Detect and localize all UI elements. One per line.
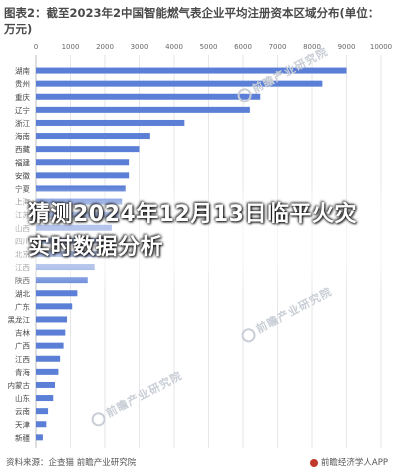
x-tick-label: 7000 <box>269 43 287 51</box>
x-tick-label: 1000 <box>62 43 80 51</box>
y-category-label: 贵州 <box>15 79 30 89</box>
brand-logo-icon <box>309 458 318 467</box>
y-category-label: 海南 <box>15 131 30 141</box>
overlay-headline: 猜测2024年12月13日临平火灾实时数据分析 <box>28 202 357 260</box>
y-category-label: 天津 <box>15 420 30 429</box>
bar <box>36 329 66 336</box>
bar <box>36 421 47 428</box>
x-tick-label: 9000 <box>338 43 356 51</box>
bar <box>36 381 55 388</box>
bar <box>36 67 347 74</box>
overlay-band <box>0 186 400 288</box>
x-tick-label: 3000 <box>131 43 149 51</box>
x-tick-label: 0 <box>34 43 38 51</box>
bar <box>36 395 54 402</box>
y-category-label: 重庆 <box>15 92 30 102</box>
bar <box>36 133 150 140</box>
footer: 资料来源：企查猫 前瞻产业研究院 前瞻经济学人APP <box>0 452 400 474</box>
y-category-label: 黑龙江 <box>8 314 31 324</box>
x-tick-label: 10000 <box>370 43 392 51</box>
x-tick-label: 2000 <box>96 43 114 51</box>
footer-brand-text: 前瞻经济学人APP <box>320 458 388 468</box>
x-tick-label: 4000 <box>165 43 183 51</box>
y-category-label: 湖南 <box>15 66 30 76</box>
y-category-label: 广东 <box>15 301 30 311</box>
y-category-label: 湖北 <box>15 289 30 298</box>
bar <box>36 146 140 153</box>
y-category-label: 山东 <box>15 393 30 403</box>
bar <box>36 106 250 113</box>
x-tick-label: 5000 <box>200 43 218 51</box>
y-category-label: 云南 <box>15 406 30 416</box>
footer-source: 资料来源：企查猫 前瞻产业研究院 <box>6 458 137 468</box>
y-category-label: 吉林 <box>15 328 30 338</box>
y-category-label: 江西 <box>15 355 30 364</box>
y-category-label: 广西 <box>15 341 30 351</box>
bar <box>36 355 61 362</box>
y-category-label: 内蒙古 <box>8 380 31 390</box>
x-tick-label: 8000 <box>303 43 321 51</box>
y-category-label: 西藏 <box>15 144 30 154</box>
y-category-label: 福建 <box>15 157 30 167</box>
y-category-label: 辽宁 <box>15 105 30 115</box>
bar <box>36 434 43 441</box>
bar <box>36 342 64 349</box>
x-tick-label: 6000 <box>234 43 252 51</box>
bar <box>36 172 130 179</box>
bar <box>36 159 130 166</box>
bar <box>36 316 68 323</box>
bar <box>36 408 49 415</box>
bar <box>36 93 261 100</box>
bar <box>36 303 73 310</box>
bar <box>36 80 323 87</box>
y-category-label: 浙江 <box>15 118 30 128</box>
bar <box>36 290 78 297</box>
y-category-label: 安徽 <box>15 170 30 180</box>
y-category-label: 青海 <box>15 367 30 377</box>
bar <box>36 368 59 375</box>
chart-title: 图表2：截至2023年2中国智能燃气表企业平均注册资本区域分布(单位：万元) <box>4 6 380 36</box>
bar <box>36 119 185 126</box>
footer-brand: 前瞻经济学人APP <box>309 452 388 474</box>
y-category-label: 新疆 <box>15 432 30 442</box>
